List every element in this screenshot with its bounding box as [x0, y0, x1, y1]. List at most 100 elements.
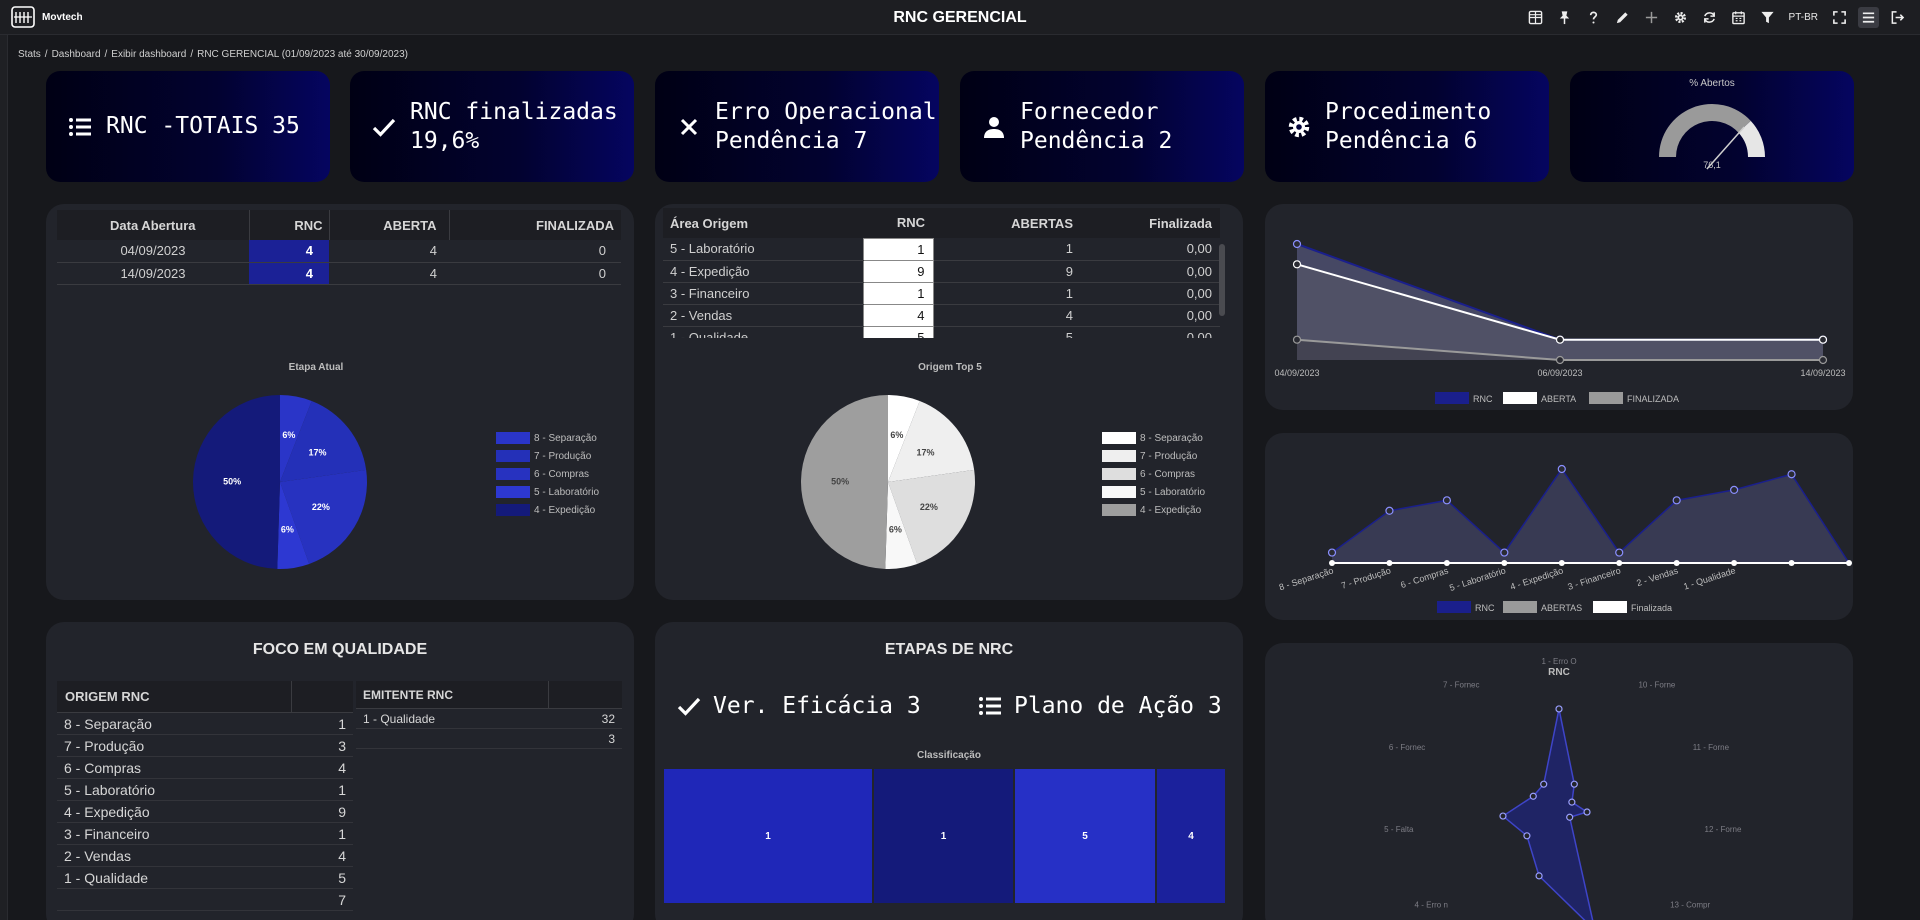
breadcrumb-item-stats[interactable]: Stats [18, 49, 41, 60]
logout-icon[interactable] [1887, 7, 1908, 28]
list-item[interactable]: 5 - Laboratório 1 [57, 779, 353, 801]
data-point [1818, 335, 1828, 344]
cell-abertas: 1 [933, 238, 1083, 261]
list-item[interactable]: 1 - Qualidade 32 [356, 709, 622, 729]
data-point [1570, 780, 1578, 788]
legend-item[interactable]: 7 - Produção [496, 447, 599, 465]
check-icon [677, 697, 701, 716]
list-item[interactable]: 7 - Produção 3 [57, 735, 353, 757]
etapa-label: Plano de Ação 3 [1014, 693, 1222, 719]
kpi-card-totais[interactable]: RNC -TOTAIS 35 [46, 71, 330, 182]
kpi-card-procedimento[interactable]: Procedimento Pendência 6 [1265, 71, 1549, 182]
data-point [1566, 813, 1574, 821]
data-point [1730, 485, 1739, 494]
col-header-data[interactable]: Data Abertura [57, 210, 250, 240]
legend-label: 8 - Separação [534, 432, 597, 444]
col-header-rnc[interactable]: RNC [863, 208, 933, 238]
data-point [1555, 355, 1565, 365]
col-header-rnc[interactable]: RNC [249, 210, 330, 240]
table-row[interactable]: 1 - Qualidade 5 5 0,00 [663, 325, 1220, 338]
col-header-abertas[interactable]: ABERTAS [933, 208, 1083, 238]
plus-icon[interactable] [1641, 7, 1662, 28]
x-tick-label: 14/09/2023 [1800, 368, 1845, 378]
table-row[interactable]: 14/09/2023 4 4 0 [57, 262, 621, 285]
menu-icon[interactable] [1858, 7, 1879, 28]
data-point [1672, 496, 1681, 505]
origem-label: 8 - Separação [64, 715, 152, 732]
legend-item[interactable]: 8 - Separação [496, 429, 599, 447]
radar-axis-label: 11 - Forne [1693, 743, 1730, 752]
radar-axis-label: 4 - Erro n [1415, 900, 1448, 909]
col-header-aberta[interactable]: ABERTA [329, 210, 450, 240]
x-tick-label: 04/09/2023 [1274, 368, 1319, 378]
language-selector[interactable]: PT-BR [1788, 12, 1818, 23]
cell-rnc: 4 [249, 262, 329, 285]
list-item[interactable]: 1 - Qualidade 5 [57, 867, 353, 889]
scrollbar[interactable] [1219, 244, 1225, 316]
fullscreen-icon[interactable] [1829, 7, 1850, 28]
pencil-icon[interactable] [1612, 7, 1633, 28]
list-item[interactable]: 6 - Compras 4 [57, 757, 353, 779]
list-item[interactable]: 3 [356, 729, 622, 749]
list-icon [979, 697, 1001, 715]
col-header-area[interactable]: Área Origem [663, 208, 863, 238]
list-item[interactable]: 7 [57, 889, 353, 911]
filter-icon[interactable] [1757, 7, 1778, 28]
list-item[interactable]: 8 - Separação 1 [57, 713, 353, 735]
pin-icon[interactable] [1554, 7, 1575, 28]
logo-text: Movtech [42, 11, 83, 23]
legend-item[interactable]: 4 - Expedição [1102, 501, 1205, 519]
table-area-scroll[interactable]: Área Origem RNC ABERTAS Finalizada 5 - L… [663, 208, 1227, 338]
breadcrumb-item-exibir[interactable]: Exibir dashboard [111, 49, 187, 60]
kpi-value: Pendência 7 [715, 127, 868, 154]
kpi-value: Pendência 2 [1020, 127, 1173, 154]
treemap-cell [1157, 769, 1225, 903]
legend-item[interactable]: 6 - Compras [496, 465, 599, 483]
table-row[interactable]: 4 - Expedição 9 9 0,00 [663, 259, 1220, 283]
list-item[interactable]: 3 - Financeiro 1 [57, 823, 353, 845]
pie-slice [277, 482, 310, 569]
refresh-icon[interactable] [1699, 7, 1720, 28]
calendar-icon[interactable] [1728, 7, 1749, 28]
etapa-plano-acao[interactable]: Plano de Ação 3 [978, 693, 1222, 719]
legend-swatch [1102, 450, 1136, 462]
list-item[interactable]: 2 - Vendas 4 [57, 845, 353, 867]
grid-icon[interactable] [1525, 7, 1546, 28]
table-row[interactable]: 5 - Laboratório 1 1 0,00 [663, 237, 1220, 261]
cell-abertas: 5 [933, 326, 1083, 338]
legend-item[interactable]: 4 - Expedição [496, 501, 599, 519]
col-header-emitente[interactable]: EMITENTE RNC [356, 681, 622, 709]
legend-swatch [496, 450, 530, 462]
col-header-origem[interactable]: ORIGEM RNC [57, 681, 353, 713]
data-point [1615, 548, 1624, 557]
col-header-finalizada[interactable]: FINALIZADA [449, 210, 621, 240]
breadcrumb-separator: / [44, 49, 48, 60]
kpi-card-erro-operacional[interactable]: Erro Operacional Pendência 7 [655, 71, 939, 182]
col-header-finalizada[interactable]: Finalizada [1083, 208, 1220, 238]
data-point [1329, 560, 1335, 566]
legend-item[interactable]: 5 - Laboratório [496, 483, 599, 501]
help-icon[interactable] [1583, 7, 1604, 28]
list-item[interactable]: 4 - Expedição 9 [57, 801, 353, 823]
cell-rnc: 1 [862, 237, 934, 261]
legend-item[interactable]: 7 - Produção [1102, 447, 1205, 465]
sidebar-collapsed[interactable] [0, 35, 8, 920]
legend-item[interactable]: 5 - Laboratório [1102, 483, 1205, 501]
table-row[interactable]: 2 - Vendas 4 4 0,00 [663, 303, 1220, 327]
gear-icon[interactable] [1670, 7, 1691, 28]
kpi-card-fornecedor[interactable]: Fornecedor Pendência 2 [960, 71, 1244, 182]
table-row[interactable]: 3 - Financeiro 1 1 0,00 [663, 281, 1220, 305]
table-row[interactable]: 04/09/2023 4 4 0 [57, 240, 621, 263]
breadcrumb-item-dashboard[interactable]: Dashboard [51, 49, 101, 60]
legend-label: 7 - Produção [534, 450, 592, 462]
legend-item[interactable]: 6 - Compras [1102, 465, 1205, 483]
legend-swatch [1503, 601, 1537, 613]
kpi-value: 19,6% [410, 127, 480, 154]
legend-item[interactable]: 8 - Separação [1102, 429, 1205, 447]
logo-icon [11, 6, 35, 28]
kpi-card-finalizadas[interactable]: RNC finalizadas 19,6% [350, 71, 634, 182]
logo[interactable]: Movtech [10, 4, 83, 30]
x-tick-label: 1 - Qualidade [1682, 565, 1736, 591]
origem-count: 1 [338, 715, 346, 732]
etapa-ver-eficacia[interactable]: Ver. Eficácia 3 [677, 693, 921, 719]
